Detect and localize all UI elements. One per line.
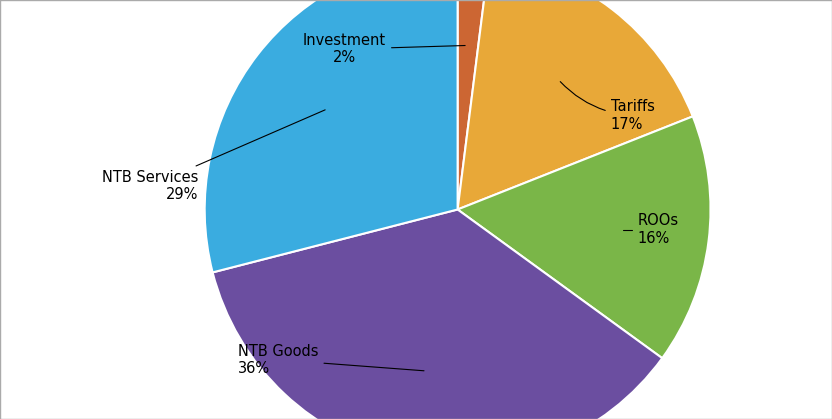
Text: NTB Services
29%: NTB Services 29%	[102, 110, 325, 202]
Text: Tariffs
17%: Tariffs 17%	[560, 82, 655, 132]
Text: ROOs
16%: ROOs 16%	[623, 213, 678, 246]
Text: Investment
2%: Investment 2%	[303, 33, 465, 65]
Wedge shape	[205, 0, 458, 272]
Text: NTB Goods
36%: NTB Goods 36%	[238, 344, 424, 376]
Wedge shape	[458, 116, 711, 358]
Wedge shape	[213, 210, 662, 419]
Wedge shape	[458, 0, 489, 210]
Wedge shape	[458, 0, 693, 210]
